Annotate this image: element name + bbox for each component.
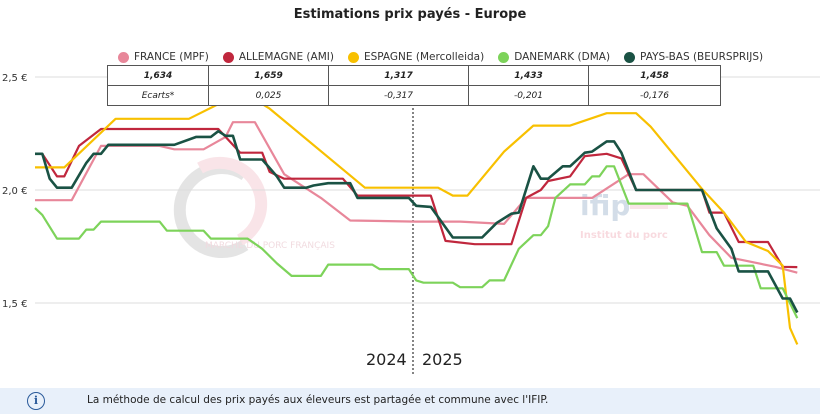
legend-dot-icon (222, 51, 234, 63)
value-danemark: 1,433 (468, 65, 589, 86)
watermark-ifip-bar (630, 204, 668, 209)
legend-label: FRANCE (MPF) (134, 51, 209, 63)
y-tick-label: 2,0 € (2, 186, 27, 197)
legend-dot-icon (624, 51, 636, 63)
line-chart: MARCHÉ DU PORC FRANÇAIS ifip Institut du… (2, 73, 820, 374)
ecart-allemagne: 0,025 (208, 85, 329, 106)
legend-item[interactable]: PAYS-BAS (BEURSPRIJS) (624, 51, 763, 63)
y-tick-label: 1,5 € (2, 299, 27, 310)
series-line-2[interactable] (35, 102, 799, 345)
watermark-text-left: MARCHÉ DU PORC FRANÇAIS (205, 239, 335, 251)
value-allemagne: 1,659 (208, 65, 329, 86)
watermark-text-right: Institut du porc (580, 230, 668, 241)
info-footer: i La méthode de calcul des prix payés au… (0, 388, 820, 414)
legend-dot-icon (347, 51, 359, 63)
legend: FRANCE (MPF) ALLEMAGNE (AMI) ESPAGNE (Merc… (118, 51, 763, 63)
legend-dot-icon (118, 51, 129, 63)
series-line-3[interactable] (34, 165, 799, 319)
legend-item[interactable]: ALLEMAGNE (AMI) (222, 51, 334, 63)
year-label-2025: 2025 (422, 350, 463, 369)
series-line-1[interactable] (35, 127, 798, 269)
ecart-danemark: -0,201 (468, 85, 589, 106)
series-line-4[interactable] (35, 129, 799, 314)
y-tick-label: 2,5 € (2, 73, 27, 84)
watermark-euro-arc (197, 156, 268, 246)
legend-label: ESPAGNE (Mercolleida) (363, 51, 485, 63)
watermark-euro-logo (173, 162, 249, 258)
ecart-pays-bas: -0,176 (588, 85, 721, 106)
value-espagne: 1,317 (328, 65, 469, 86)
legend-item[interactable]: DANEMARK (DMA) (498, 51, 610, 63)
legend-item[interactable]: ESPAGNE (Mercolleida) (347, 51, 485, 63)
legend-item[interactable]: FRANCE (MPF) (118, 51, 209, 63)
legend-label: ALLEMAGNE (AMI) (238, 51, 334, 63)
watermark-ifip-logo: ifip (580, 189, 630, 222)
values-table: 1,634 1,659 1,317 1,433 1,458 Ecarts* 0,… (107, 65, 721, 106)
legend-dot-icon (498, 51, 510, 63)
watermarks: MARCHÉ DU PORC FRANÇAIS ifip Institut du… (173, 156, 668, 258)
legend-label: DANEMARK (DMA) (514, 51, 611, 63)
chart-title: Estimations prix payés - Europe (293, 7, 527, 22)
legend-label: PAYS-BAS (BEURSPRIJS) (640, 51, 764, 63)
footer-text: La méthode de calcul des prix payés aux … (87, 394, 549, 406)
ecarts-label: Ecarts* (107, 85, 209, 106)
year-label-2024: 2024 (366, 350, 407, 369)
value-pays-bas: 1,458 (588, 65, 721, 86)
value-france: 1,634 (107, 65, 209, 86)
ecart-espagne: -0,317 (328, 85, 469, 106)
info-icon[interactable]: i (27, 392, 45, 410)
